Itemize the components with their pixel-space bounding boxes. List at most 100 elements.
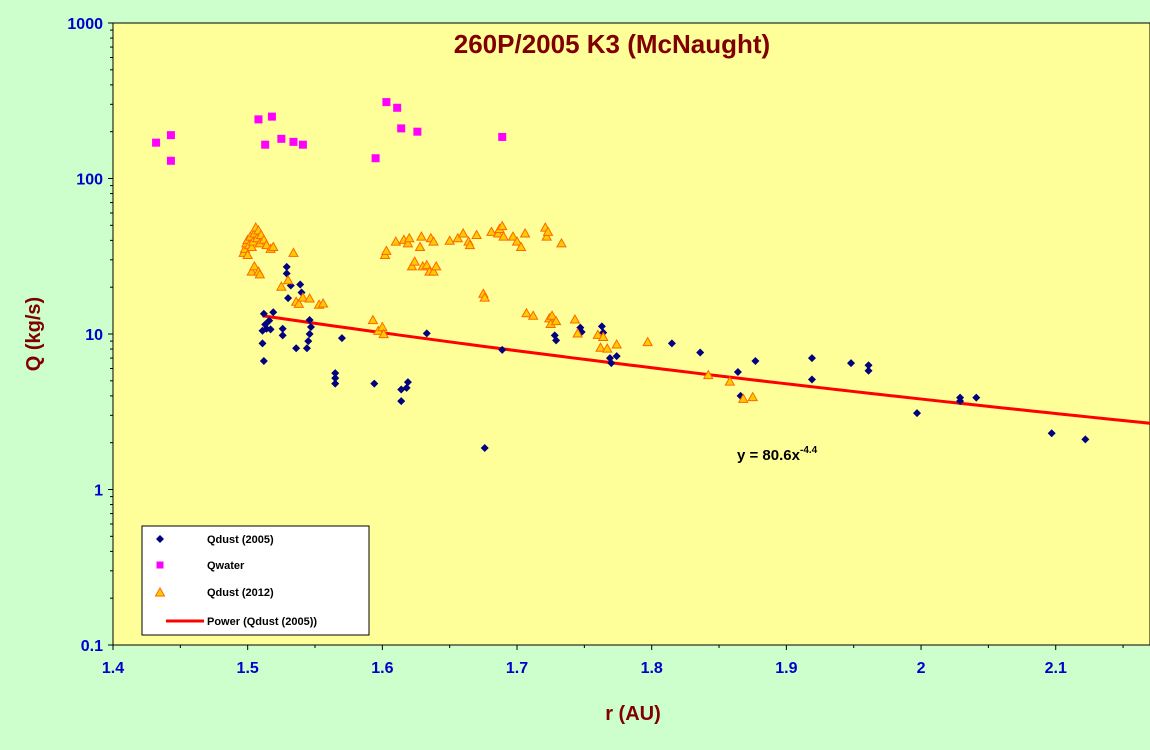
y-tick-label: 10 [85,327,103,344]
legend: Qdust (2005) Qwater Qdust (2012) Power (… [141,525,370,636]
x-tick-label: 1.7 [506,660,528,677]
legend-label-qdust-2012: Qdust (2012) [207,587,274,599]
data-point-qdust-2012 [376,321,388,332]
data-point-qdust-2012 [414,241,426,251]
x-tick-label: 1.6 [371,660,393,677]
data-point-qwater [413,127,422,136]
data-point-qdust-2012 [507,231,519,241]
data-point-qdust-2012 [541,231,553,241]
data-point-qdust-2005 [403,378,412,387]
data-point-qdust-2005 [597,322,606,331]
fit-equation-base: y = 80.6x [737,447,801,464]
data-point-qdust-2005 [259,357,268,366]
data-point-qdust-2005 [751,357,760,366]
data-point-qdust-2012 [486,226,497,236]
data-point-qdust-2012 [702,369,714,380]
data-point-qdust-2012 [246,241,258,251]
data-point-qdust-2005 [847,359,856,368]
data-point-qdust-2012 [471,229,482,239]
data-point-qwater [397,124,406,133]
data-point-qdust-2005 [265,316,274,325]
x-tick-label: 2 [917,660,926,677]
data-point-qdust-2012 [406,260,418,271]
data-point-qdust-2012 [403,232,415,243]
data-point-qdust-2012 [515,241,527,251]
data-point-qdust-2012 [452,232,464,243]
data-point-qdust-2012 [521,307,532,318]
data-point-qdust-2005 [864,361,873,370]
y-tick-label: 0.1 [81,638,103,655]
data-point-qdust-2005 [552,336,561,345]
data-point-qwater [298,140,307,149]
data-point-qwater [267,112,276,121]
data-point-qdust-2005 [498,345,507,354]
data-point-qdust-2005 [480,443,489,452]
data-point-qdust-2005 [259,309,268,318]
legend-square-icon [156,561,164,569]
data-point-qdust-2012 [402,237,414,248]
data-point-qdust-2012 [457,227,469,238]
data-point-qdust-2012 [421,259,433,270]
data-point-qdust-2012 [444,235,456,245]
data-point-qdust-2005 [331,374,340,383]
data-point-qdust-2012 [519,227,531,238]
data-point-qdust-2005 [397,397,406,406]
data-point-qdust-2012 [282,274,294,285]
data-point-qdust-2005 [331,379,340,388]
y-tick-label: 1 [94,483,103,500]
data-point-qdust-2005 [607,359,616,368]
data-point-qdust-2005 [696,348,705,357]
data-point-qwater [261,140,270,149]
data-point-qdust-2012 [317,297,329,308]
y-tick-label: 100 [76,172,103,189]
x-axis-title: r (AU) [605,703,661,725]
data-point-qdust-2005 [278,331,287,340]
legend-box [141,525,370,636]
x-tick-label: 1.4 [102,660,124,677]
legend-label-qwater: Qwater [207,560,245,572]
legend-label-qdust-2005: Qdust (2005) [207,534,274,546]
data-point-qdust-2012 [498,231,509,241]
data-point-qdust-2005 [402,383,411,392]
y-tick-label: 1000 [67,16,103,33]
data-point-qdust-2012 [390,236,402,246]
data-point-qwater [371,154,380,163]
data-point-qdust-2012 [724,376,736,386]
x-tick-label: 1.5 [237,660,259,677]
data-point-qwater [382,98,391,107]
axes-layer: 1.4 1.5 1.6 1.7 1.8 1.9 2 2.1 0.1 1 10 100 1000 [67,16,1124,677]
data-point-qdust-2005 [422,329,431,338]
data-point-qdust-2005 [296,280,305,289]
x-tick-label: 2.1 [1045,660,1067,677]
legend-triangle-icon [154,586,166,597]
data-point-qdust-2005 [284,294,293,303]
data-point-qwater [498,132,507,141]
data-point-qwater [289,137,298,146]
data-point-qdust-2012 [428,236,439,246]
data-point-qdust-2012 [430,260,442,271]
data-point-qdust-2012 [747,391,759,402]
data-point-qdust-2005 [612,352,621,361]
data-point-qdust-2005 [1081,435,1090,444]
data-point-qdust-2005 [807,354,816,363]
data-point-qdust-2005 [269,308,278,317]
data-point-qdust-2005 [305,330,314,338]
data-point-qdust-2012 [597,331,609,341]
data-point-qdust-2012 [246,266,258,276]
fit-equation-exponent: -4.4 [800,445,818,456]
data-point-qdust-2005 [733,367,742,376]
data-point-qdust-2012 [511,236,523,246]
data-point-qdust-2005 [305,316,314,325]
series-qdust-2012 [238,220,759,403]
x-tick-label: 1.9 [775,660,797,677]
data-point-qdust-2005 [266,325,275,334]
data-point-qwater [393,103,402,112]
data-point-qdust-2005 [972,393,981,402]
data-point-qdust-2012 [572,327,583,338]
data-point-qdust-2012 [242,249,254,259]
data-point-qdust-2005 [864,366,873,375]
data-point-qdust-2012 [642,336,654,347]
data-point-qdust-2012 [275,281,287,291]
